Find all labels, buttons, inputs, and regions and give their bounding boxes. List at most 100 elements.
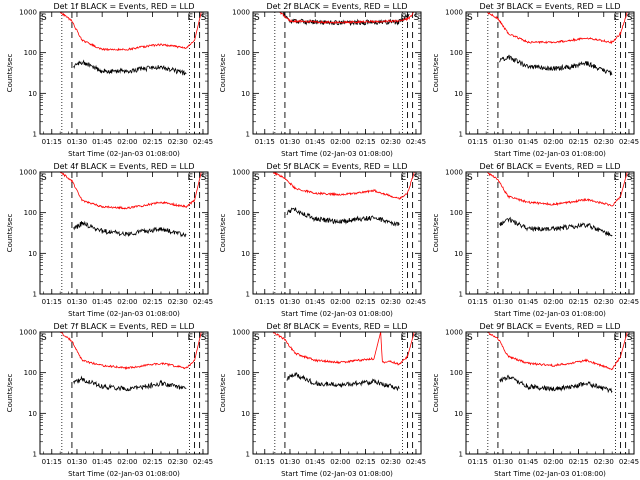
y-axis-label: Counts/sec <box>432 374 440 413</box>
chart-panel-9: Det 9f BLACK = Events, RED = LLD Counts/s… <box>432 322 639 478</box>
x-tick-label: 01:45 <box>518 298 538 306</box>
start-marker: S <box>467 333 473 343</box>
x-tick-label: 02:15 <box>355 458 375 466</box>
series-events-line <box>73 220 187 238</box>
plot-frame <box>252 11 422 135</box>
x-tick-label: 02:15 <box>142 298 162 306</box>
y-tick-label: 1000 <box>445 169 463 177</box>
x-tick-label: 02:45 <box>619 458 639 466</box>
y-tick-label: 10 <box>28 410 37 418</box>
start-marker: S <box>414 333 420 343</box>
plot-frame <box>39 171 209 295</box>
start-marker: S <box>627 173 633 183</box>
y-tick-label: 1 <box>246 291 250 299</box>
series-lld-line <box>60 332 202 371</box>
x-tick-label: 02:30 <box>168 298 188 306</box>
y-axis-label: Counts/sec <box>219 214 227 253</box>
x-tick-label: 02:15 <box>568 298 588 306</box>
y-tick-label: 1000 <box>19 169 37 177</box>
y-tick-label: 100 <box>24 49 37 57</box>
start-marker: S <box>254 173 260 183</box>
start-marker: S <box>41 13 47 23</box>
x-tick-label: 01:30 <box>493 458 513 466</box>
x-axis-label: Start Time (02-Jan-03 01:08:00) <box>281 150 393 158</box>
series-events-line <box>73 375 187 392</box>
x-tick-label: 02:45 <box>619 298 639 306</box>
series-events-line <box>73 59 187 76</box>
chart-title: Det 4f BLACK = Events, RED = LLD <box>53 162 194 171</box>
x-tick-label: 02:00 <box>117 298 137 306</box>
y-tick-label: 100 <box>237 209 250 217</box>
x-tick-label: 02:30 <box>594 458 614 466</box>
end-marker: E <box>401 173 407 183</box>
x-tick-label: 01:30 <box>67 138 87 146</box>
series-lld-line <box>486 12 628 45</box>
y-tick-label: 1000 <box>232 329 250 337</box>
series-events-line <box>499 216 613 237</box>
x-tick-label: 01:30 <box>280 458 300 466</box>
x-tick-label: 01:30 <box>67 298 87 306</box>
x-tick-label: 01:45 <box>305 138 325 146</box>
x-tick-label: 02:15 <box>568 458 588 466</box>
chart-panel-8: Det 8f BLACK = Events, RED = LLD Counts/s… <box>219 322 426 478</box>
end-marker: E <box>188 333 194 343</box>
y-tick-label: 1 <box>246 131 250 139</box>
x-tick-label: 01:15 <box>42 298 62 306</box>
end-marker: E <box>401 13 407 23</box>
y-tick-label: 100 <box>450 209 463 217</box>
x-tick-label: 02:30 <box>168 138 188 146</box>
series-lld-line <box>59 12 202 52</box>
y-tick-label: 100 <box>24 209 37 217</box>
start-marker: S <box>201 13 207 23</box>
y-tick-label: 10 <box>454 250 463 258</box>
x-axis-label: Start Time (02-Jan-03 01:08:00) <box>494 310 606 318</box>
y-tick-label: 100 <box>237 49 250 57</box>
end-marker: E <box>188 13 194 23</box>
x-axis-label: Start Time (02-Jan-03 01:08:00) <box>68 470 180 478</box>
y-tick-label: 1000 <box>445 329 463 337</box>
y-tick-label: 10 <box>454 90 463 98</box>
x-tick-label: 02:30 <box>168 458 188 466</box>
x-tick-label: 02:15 <box>355 138 375 146</box>
x-tick-label: 02:15 <box>568 138 588 146</box>
end-marker: E <box>614 13 620 23</box>
plot-frame <box>39 11 209 135</box>
y-axis-label: Counts/sec <box>432 214 440 253</box>
y-axis-label: Counts/sec <box>432 54 440 93</box>
series-lld-line <box>272 172 415 200</box>
start-marker: S <box>627 333 633 343</box>
y-axis-label: Counts/sec <box>219 374 227 413</box>
x-tick-label: 01:15 <box>468 138 488 146</box>
x-tick-label: 02:00 <box>543 138 563 146</box>
y-tick-label: 100 <box>237 369 250 377</box>
y-tick-label: 100 <box>450 49 463 57</box>
end-marker: E <box>188 173 194 183</box>
y-tick-label: 1000 <box>19 329 37 337</box>
start-marker: S <box>41 333 47 343</box>
x-tick-label: 01:30 <box>493 298 513 306</box>
start-marker: S <box>414 173 420 183</box>
start-marker: S <box>201 173 207 183</box>
y-tick-label: 1 <box>459 451 463 459</box>
x-tick-label: 02:45 <box>406 298 426 306</box>
x-axis-label: Start Time (02-Jan-03 01:08:00) <box>494 470 606 478</box>
x-tick-label: 02:45 <box>193 138 213 146</box>
y-tick-label: 10 <box>241 410 250 418</box>
chart-title: Det 1f BLACK = Events, RED = LLD <box>53 2 194 11</box>
x-axis-label: Start Time (02-Jan-03 01:08:00) <box>68 310 180 318</box>
start-marker: S <box>41 173 47 183</box>
x-tick-label: 01:15 <box>255 458 275 466</box>
x-tick-label: 02:00 <box>330 138 350 146</box>
y-tick-label: 10 <box>241 250 250 258</box>
start-marker: S <box>467 173 473 183</box>
x-tick-label: 01:45 <box>518 138 538 146</box>
x-axis-label: Start Time (02-Jan-03 01:08:00) <box>281 470 393 478</box>
x-tick-label: 02:00 <box>543 298 563 306</box>
x-tick-label: 01:30 <box>493 138 513 146</box>
chart-panel-6: Det 6f BLACK = Events, RED = LLD Counts/s… <box>432 162 639 318</box>
chart-panel-5: Det 5f BLACK = Events, RED = LLD Counts/s… <box>219 162 426 318</box>
plot-frame <box>465 331 635 455</box>
chart-panel-4: Det 4f BLACK = Events, RED = LLD Counts/s… <box>6 162 213 318</box>
series-events-line <box>282 12 410 27</box>
x-tick-label: 02:00 <box>117 138 137 146</box>
